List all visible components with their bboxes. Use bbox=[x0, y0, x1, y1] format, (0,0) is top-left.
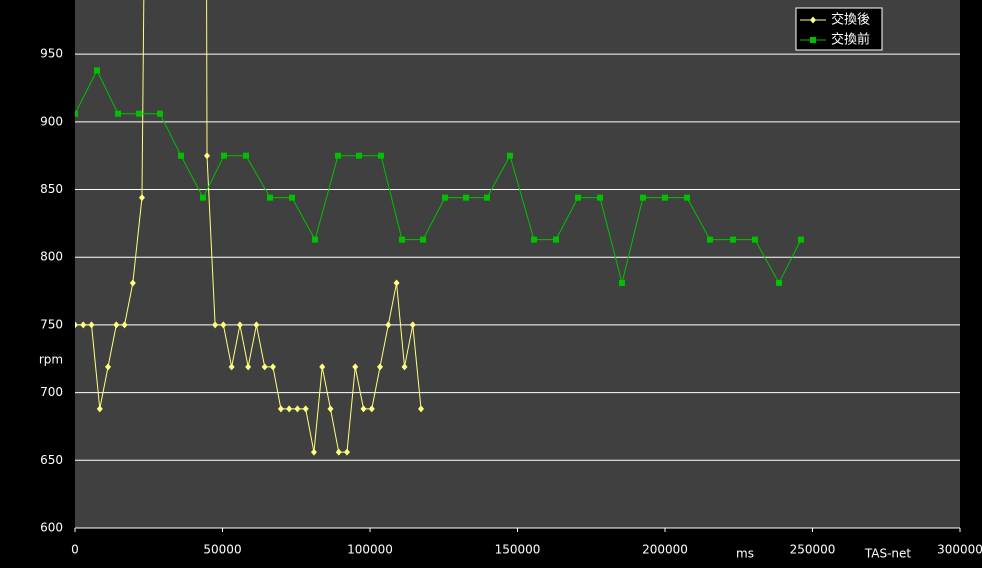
point bbox=[129, 279, 136, 287]
y-axis-label: rpm bbox=[39, 353, 63, 367]
point bbox=[286, 405, 293, 413]
point bbox=[80, 321, 87, 329]
point bbox=[335, 448, 342, 456]
point bbox=[597, 194, 604, 201]
point bbox=[204, 152, 211, 160]
x-tick-label: 250000 bbox=[790, 543, 836, 557]
point bbox=[377, 363, 384, 371]
point bbox=[96, 405, 103, 413]
point bbox=[752, 236, 759, 243]
point bbox=[319, 363, 326, 371]
point bbox=[639, 194, 646, 201]
x-axis-label: ms bbox=[736, 547, 754, 561]
point bbox=[75, 321, 78, 329]
y-tick-label: 750 bbox=[40, 317, 63, 331]
plot bbox=[75, 0, 804, 456]
series-line bbox=[75, 69, 802, 285]
point bbox=[462, 194, 469, 201]
y-tick-label: 650 bbox=[40, 453, 63, 467]
y-tick-label: 900 bbox=[40, 114, 63, 128]
point bbox=[245, 363, 252, 371]
x-note: TAS-net bbox=[864, 547, 912, 561]
y-tick-label: 800 bbox=[40, 250, 63, 264]
x-tick-label: 200000 bbox=[642, 543, 688, 557]
legend-label: 交換前 bbox=[831, 32, 870, 48]
point bbox=[135, 110, 142, 117]
point bbox=[253, 321, 260, 329]
y-tick-label: 700 bbox=[40, 385, 63, 399]
x-tick-label: 150000 bbox=[495, 543, 541, 557]
point bbox=[212, 321, 219, 329]
x-tick-label: 50000 bbox=[203, 543, 241, 557]
point bbox=[269, 363, 276, 371]
point bbox=[409, 321, 416, 329]
point bbox=[289, 194, 296, 201]
point bbox=[393, 279, 400, 287]
point bbox=[156, 110, 163, 117]
point bbox=[810, 16, 816, 24]
x-tick-label: 0 bbox=[71, 543, 79, 557]
point bbox=[706, 236, 713, 243]
point bbox=[775, 279, 782, 286]
point bbox=[113, 321, 120, 329]
point bbox=[294, 405, 301, 413]
point bbox=[507, 152, 514, 159]
point bbox=[302, 405, 309, 413]
point bbox=[420, 236, 427, 243]
legend-label: 交換後 bbox=[831, 12, 870, 28]
point bbox=[552, 236, 559, 243]
point bbox=[88, 321, 95, 329]
point bbox=[327, 405, 334, 413]
point bbox=[355, 152, 362, 159]
point bbox=[243, 152, 250, 159]
point bbox=[177, 152, 184, 159]
point bbox=[401, 363, 408, 371]
point bbox=[277, 405, 284, 413]
point bbox=[121, 321, 128, 329]
point bbox=[221, 152, 228, 159]
y-tick-label: 850 bbox=[40, 182, 63, 196]
y-tick-label: 950 bbox=[40, 47, 63, 61]
point bbox=[312, 236, 319, 243]
point bbox=[360, 405, 367, 413]
point bbox=[368, 405, 375, 413]
point bbox=[729, 236, 736, 243]
point bbox=[441, 194, 448, 201]
x-tick-label: 300000 bbox=[937, 543, 982, 557]
point bbox=[684, 194, 691, 201]
plot-area bbox=[75, 0, 960, 528]
point bbox=[352, 363, 359, 371]
point bbox=[115, 110, 122, 117]
point bbox=[385, 321, 392, 329]
point bbox=[530, 236, 537, 243]
point bbox=[261, 363, 268, 371]
point bbox=[575, 194, 582, 201]
point bbox=[236, 321, 243, 329]
point bbox=[810, 37, 816, 43]
point bbox=[220, 321, 227, 329]
x-tick-label: 100000 bbox=[347, 543, 393, 557]
point bbox=[483, 194, 490, 201]
y-tick-label: 600 bbox=[40, 521, 63, 535]
point bbox=[310, 448, 317, 456]
point bbox=[105, 363, 112, 371]
point bbox=[200, 194, 207, 201]
point bbox=[228, 363, 235, 371]
point bbox=[399, 236, 406, 243]
point bbox=[662, 194, 668, 201]
point bbox=[378, 152, 385, 159]
point bbox=[334, 152, 341, 159]
point bbox=[138, 194, 145, 202]
point bbox=[266, 194, 273, 201]
point bbox=[797, 236, 804, 243]
point bbox=[418, 405, 425, 413]
point bbox=[94, 67, 101, 74]
point bbox=[618, 279, 625, 286]
point bbox=[343, 448, 350, 456]
point bbox=[75, 110, 78, 117]
